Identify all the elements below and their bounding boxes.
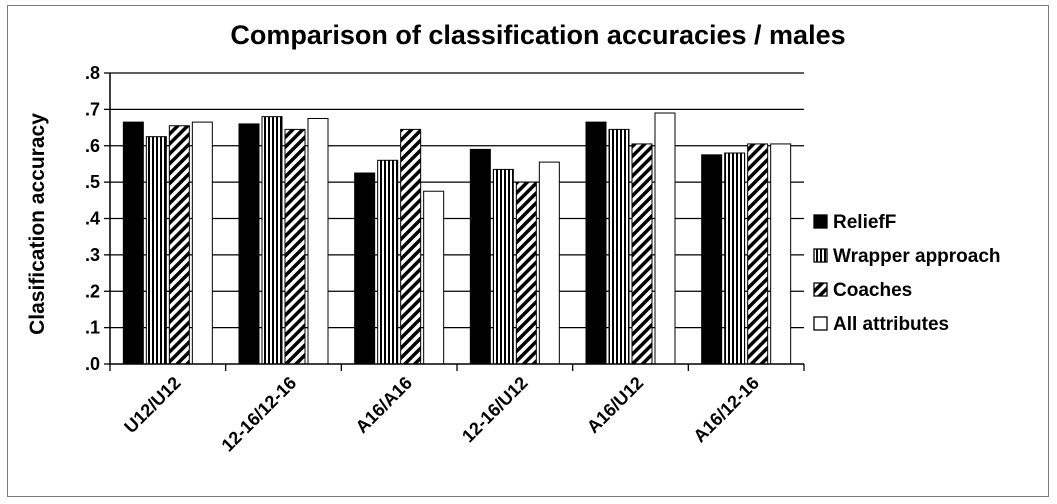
bar-wrapper-approach — [261, 116, 283, 365]
bar-all-attributes — [191, 121, 213, 365]
y-tick-label: .0 — [85, 354, 100, 374]
bar-coaches — [168, 125, 190, 365]
legend-label: Wrapper approach — [833, 246, 1001, 267]
bar-relieff — [354, 172, 376, 365]
bar-wrapper-approach — [492, 168, 514, 365]
legend-label: Coaches — [833, 280, 912, 301]
bar-all-attributes — [423, 190, 445, 365]
bar-wrapper-approach — [724, 152, 746, 365]
bar-wrapper-approach — [145, 136, 167, 365]
bar-coaches — [631, 143, 653, 365]
x-tick-label: 12-16/12-16 — [218, 373, 301, 456]
y-tick-label: .1 — [85, 318, 100, 338]
gridlines — [104, 72, 804, 365]
bar-groups — [122, 112, 792, 365]
axes — [109, 73, 805, 371]
legend-swatch — [813, 316, 828, 331]
y-tick-label: .5 — [85, 172, 100, 192]
legend-swatch — [813, 214, 828, 229]
bar-group — [354, 128, 445, 365]
legend-swatch — [813, 282, 828, 297]
y-tick-label: .6 — [85, 136, 100, 156]
bar-group — [238, 116, 329, 365]
chart-title: Comparison of classification accuracies … — [230, 20, 845, 50]
bar-all-attributes — [538, 161, 560, 365]
chart-frame: Comparison of classification accuracies … — [7, 5, 1049, 497]
y-axis-label: Clasification accuracy — [26, 113, 49, 335]
bar-relieff — [585, 121, 607, 365]
x-tick-label: A16/12-16 — [689, 373, 763, 447]
y-tick-label: .8 — [85, 63, 100, 83]
y-tick-label: .2 — [85, 281, 100, 301]
legend-item: Coaches — [813, 280, 912, 301]
bar-coaches — [400, 128, 422, 365]
bar-relieff — [122, 121, 144, 365]
y-tick-labels: .0 .1 .2 .3 .4 .5 .6 .7 .8 — [85, 63, 100, 374]
bar-coaches — [747, 143, 769, 365]
legend-label: All attributes — [833, 314, 949, 335]
x-tick-label: 12-16/U12 — [458, 373, 532, 447]
bar-wrapper-approach — [608, 128, 630, 365]
legend-item: All attributes — [813, 314, 949, 335]
bar-group — [585, 112, 676, 365]
x-tick-label: A16/U12 — [583, 373, 647, 437]
bar-coaches — [284, 128, 306, 365]
bar-group — [701, 143, 792, 365]
legend-item: Wrapper approach — [813, 246, 1001, 267]
x-tick-label: U12/U12 — [120, 373, 184, 437]
legend: ReliefF Wrapper approach Coaches All attrib… — [813, 212, 1001, 335]
y-tick-label: .7 — [85, 99, 100, 119]
bar-relieff — [469, 148, 491, 365]
bar-relieff — [238, 123, 260, 365]
bar-chart: Comparison of classification accuracies … — [26, 20, 1001, 456]
legend-item: ReliefF — [813, 212, 896, 233]
bar-all-attributes — [307, 117, 329, 365]
y-tick-label: .4 — [85, 209, 100, 229]
legend-label: ReliefF — [833, 212, 896, 233]
x-tick-label: A16/A16 — [352, 373, 416, 437]
bar-wrapper-approach — [377, 159, 399, 365]
bar-coaches — [515, 181, 537, 365]
x-tick-labels: U12/U12 12-16/12-16 A16/A16 12-16/U12 A16/U1… — [120, 373, 763, 456]
bar-all-attributes — [770, 143, 792, 365]
y-tick-label: .3 — [85, 245, 100, 265]
bar-all-attributes — [654, 112, 676, 365]
bar-relieff — [701, 154, 723, 365]
legend-swatch — [813, 248, 828, 263]
